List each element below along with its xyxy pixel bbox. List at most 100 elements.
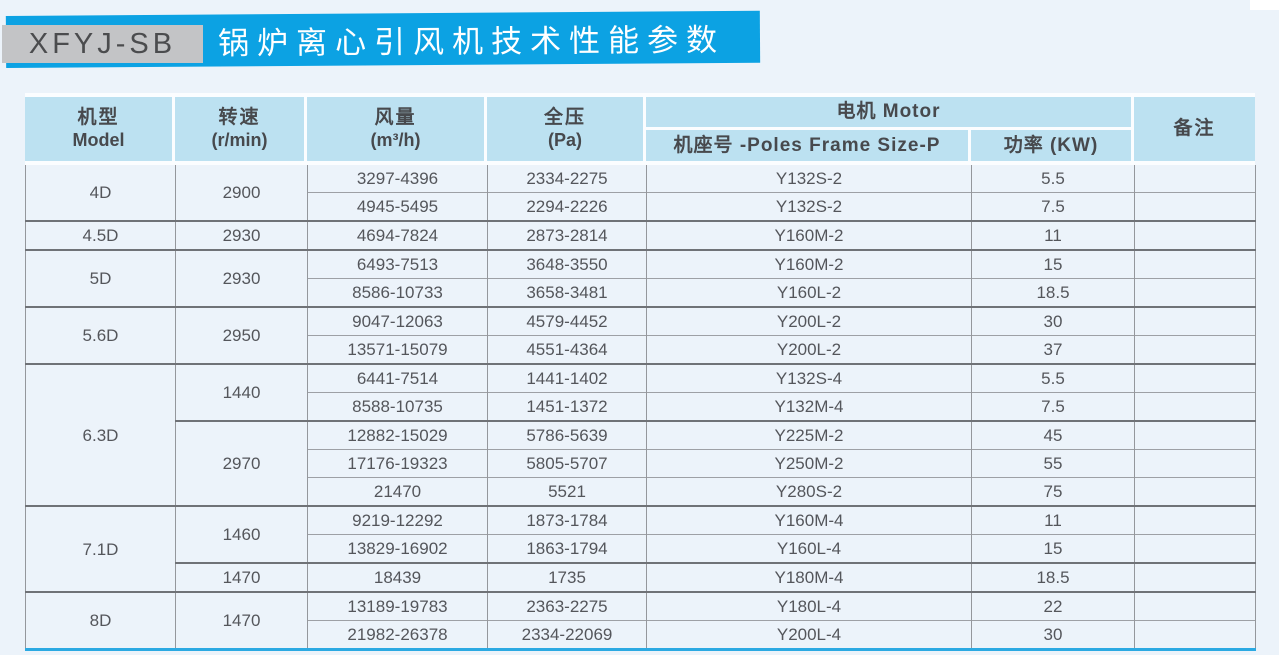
motor-frame-cell: Y225M-2 [646,420,972,450]
airflow-cell: 13189-19783 [307,591,488,621]
airflow-cell: 8586-10733 [307,278,488,307]
remark-cell [1134,477,1256,506]
power-cell: 15 [971,249,1135,279]
spec-row: 21470 5521 Y280S-2 75 [26,477,1256,506]
power-cell: 15 [971,534,1135,563]
spec-row: 4D 2900 3297-4396 2334-2275 Y132S-2 5.5 [25,165,1256,221]
speed-cell: 2970 [175,420,308,506]
motor-frame-cell: Y160M-2 [646,249,972,279]
speed-cell: 2950 [175,306,308,364]
pressure-cell: 2334-22069 [487,620,647,650]
header-power: 功率 (KW) [971,130,1131,161]
power-cell: 22 [971,591,1135,621]
header-speed: 转速 (r/min) [175,97,304,161]
remark-cell [1134,620,1256,650]
spec-row: 13571-15079 4551-4364 Y200L-2 37 [26,335,1256,364]
power-cell: 18.5 [971,562,1135,592]
airflow-cell: 18439 [307,562,488,592]
spec-table-header: 机型 Model 转速 (r/min) 风量 (m³/h) 全压 (Pa) 电机… [25,93,1255,165]
header-pressure: 全压 (Pa) [487,97,643,161]
page-title: 锅炉离心引风机技术性能参数 [217,22,726,62]
pressure-cell: 4551-4364 [487,335,647,364]
header-pressure-zh: 全压 [543,107,586,129]
header-airflow-zh: 风量 [374,107,417,129]
spec-table-area: 机型 Model 转速 (r/min) 风量 (m³/h) 全压 (Pa) 电机… [25,93,1256,651]
remark-cell [1134,562,1256,592]
speed-cell: 2930 [175,249,308,307]
motor-frame-cell: Y160M-4 [646,505,972,535]
spec-row: 8D 1470 13189-19783 2363-2275 Y180L-4 22 [25,591,1256,650]
spec-row: 7.1D 1460 9219-12292 1873-1784 Y160M-4 11 [25,505,1256,592]
airflow-cell: 21470 [307,477,488,506]
motor-frame-cell: Y132S-2 [646,192,972,221]
model-cell: 6.3D [25,363,176,506]
header-remarks: 备注 [1134,97,1255,161]
remark-cell [1134,335,1256,364]
pressure-cell: 1863-1794 [487,534,647,563]
model-cell: 4D [25,165,176,221]
motor-frame-cell: Y132S-4 [646,363,972,393]
motor-frame-cell: Y280S-2 [646,477,972,506]
power-cell: 7.5 [971,192,1135,221]
pressure-cell: 3648-3550 [487,249,647,279]
pressure-cell: 4579-4452 [487,306,647,336]
speed-cell: 1460 [175,505,308,563]
model-code-text: XFYJ-SB [28,27,177,60]
pressure-cell: 2294-2226 [487,192,647,221]
pressure-cell: 5786-5639 [487,420,647,450]
header-pressure-en: (Pa) [547,129,582,150]
header-speed-en: (r/min) [211,129,268,150]
spec-row: 8586-10733 3658-3481 Y160L-2 18.5 [26,278,1256,307]
speed-cell: 2900 [175,165,308,221]
header-frame-size: 机座号 -Poles Frame Size-P [646,130,968,161]
airflow-cell: 8588-10735 [307,392,488,421]
remark-cell [1134,249,1256,279]
airflow-cell: 4694-7824 [307,220,488,250]
pressure-cell: 1441-1402 [487,363,647,393]
header-power-label: 功率 (KW) [1003,134,1099,156]
remark-cell [1134,449,1256,478]
power-cell: 7.5 [971,392,1135,421]
airflow-cell: 13571-15079 [307,335,488,364]
model-cell: 5.6D [25,306,176,364]
power-cell: 11 [971,505,1135,535]
spec-row: 17176-19323 5805-5707 Y250M-2 55 [26,449,1256,478]
motor-frame-cell: Y200L-4 [646,620,972,650]
model-cell: 8D [25,591,176,650]
speed-cell: 1440 [175,363,308,421]
header-model-en: Model [72,129,125,150]
header-frame-size-label: 机座号 -Poles Frame Size-P [673,134,941,156]
model-cell: 5D [25,249,176,307]
motor-frame-cell: Y160M-2 [646,220,972,250]
power-cell: 11 [971,220,1135,250]
spec-row: 13829-16902 1863-1794 Y160L-4 15 [26,534,1256,563]
spec-table: 4D 2900 3297-4396 2334-2275 Y132S-2 5.5 4945-5… [25,165,1256,651]
pressure-cell: 2363-2275 [487,591,647,621]
spec-row: 4.5D 2930 4694-7824 2873-2814 Y160M-2 11 [25,220,1256,250]
remark-cell [1134,534,1256,563]
motor-frame-cell: Y132S-2 [646,165,972,193]
pressure-cell: 2873-2814 [487,220,647,250]
motor-frame-cell: Y180L-4 [646,591,972,621]
header-model: 机型 Model [25,97,172,161]
power-cell: 45 [971,420,1135,450]
header-model-zh: 机型 [77,107,120,129]
model-cell: 4.5D [25,220,176,250]
pressure-cell: 3658-3481 [487,278,647,307]
motor-frame-cell: Y180M-4 [646,562,972,592]
remark-cell [1134,306,1256,336]
power-cell: 30 [971,620,1135,650]
spec-row: 8588-10735 1451-1372 Y132M-4 7.5 [26,392,1256,421]
remark-cell [1134,165,1256,193]
spec-row: 2970 12882-15029 5786-5639 Y225M-2 45 [26,420,1256,506]
airflow-cell: 9047-12063 [307,306,488,336]
header-remarks-label: 备注 [1173,118,1216,140]
airflow-cell: 6493-7513 [307,249,488,279]
spec-row: 21982-26378 2334-22069 Y200L-4 30 [26,620,1256,650]
airflow-cell: 6441-7514 [307,363,488,393]
airflow-cell: 4945-5495 [307,192,488,221]
pressure-cell: 1873-1784 [487,505,647,535]
spec-row: 5.6D 2950 9047-12063 4579-4452 Y200L-2 30 [25,306,1256,364]
speed-cell: 1470 [175,562,308,592]
